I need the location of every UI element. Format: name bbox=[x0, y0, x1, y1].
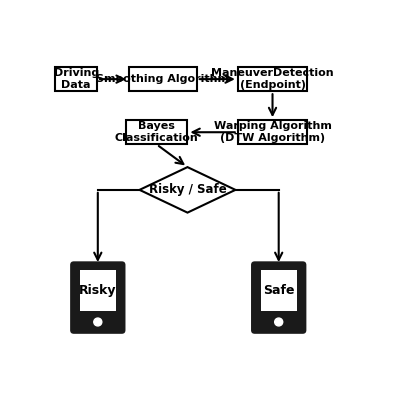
Text: Risky: Risky bbox=[79, 284, 117, 297]
Text: Smoothing Algorithm: Smoothing Algorithm bbox=[96, 74, 229, 84]
Bar bbox=[261, 270, 296, 311]
Text: Warping Algorithm
(DTW Algorithm): Warping Algorithm (DTW Algorithm) bbox=[213, 121, 332, 143]
FancyBboxPatch shape bbox=[251, 261, 306, 334]
Text: Risky / Safe: Risky / Safe bbox=[148, 183, 226, 196]
Bar bbox=[238, 120, 307, 144]
Text: Safe: Safe bbox=[263, 284, 294, 297]
Text: Driving
Data: Driving Data bbox=[53, 68, 99, 90]
Bar bbox=[80, 270, 116, 311]
Polygon shape bbox=[140, 167, 235, 213]
Bar bbox=[238, 67, 307, 91]
Circle shape bbox=[94, 318, 102, 326]
Bar bbox=[129, 67, 197, 91]
Bar bbox=[126, 120, 188, 144]
Bar bbox=[55, 67, 97, 91]
Circle shape bbox=[275, 318, 283, 326]
Text: Bayes
Classification: Bayes Classification bbox=[115, 121, 198, 143]
Text: ManeuverDetection
(Endpoint): ManeuverDetection (Endpoint) bbox=[211, 68, 334, 90]
FancyBboxPatch shape bbox=[70, 261, 125, 334]
